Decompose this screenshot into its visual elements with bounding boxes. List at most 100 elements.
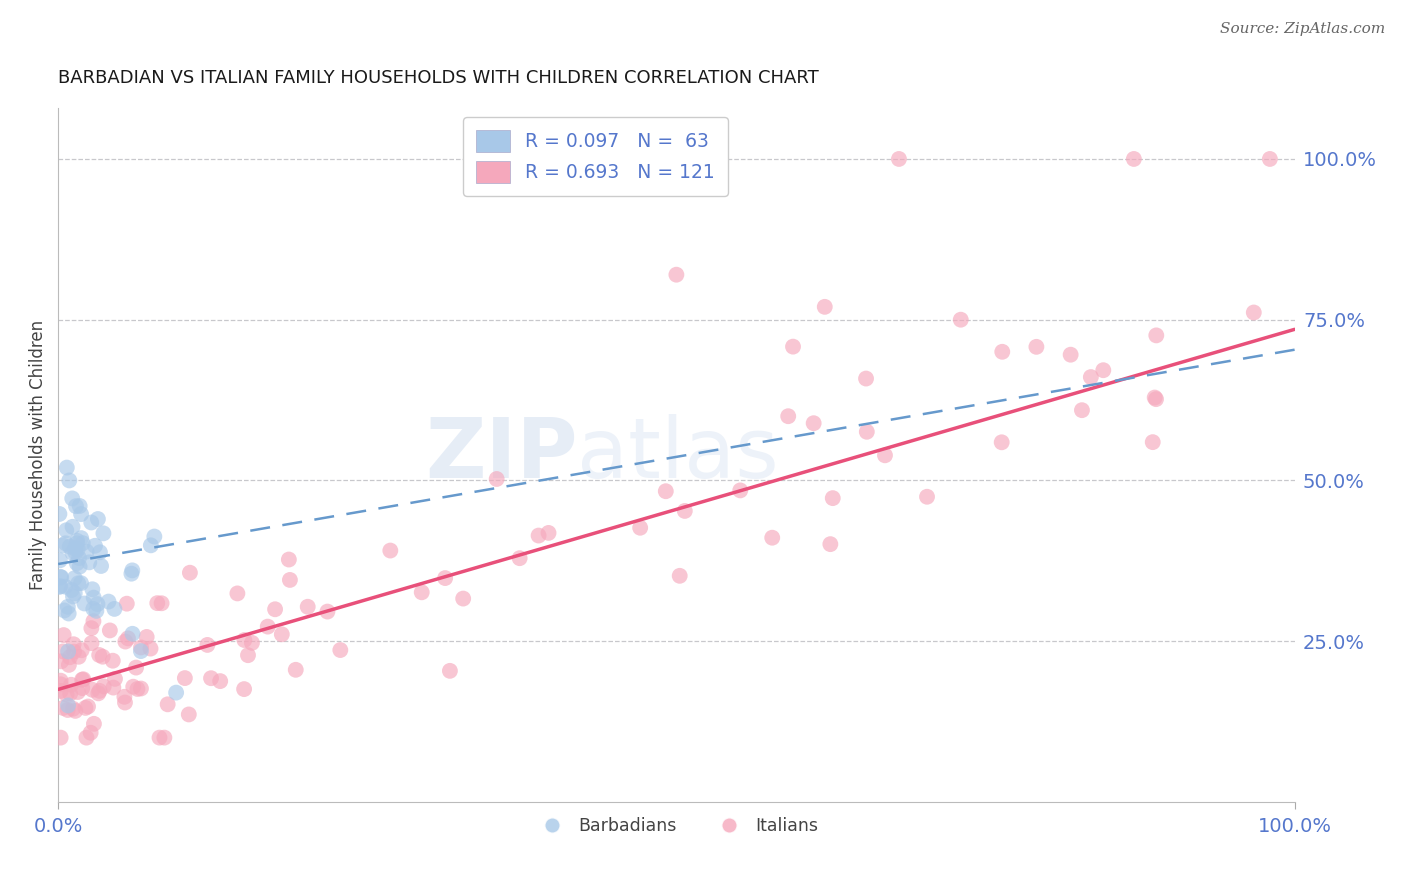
Point — [59, 650, 82, 665]
Point — [86, 604, 108, 618]
Point — [240, 636, 263, 650]
Point — [1243, 305, 1265, 319]
Point — [66, 685, 89, 699]
Point — [115, 597, 138, 611]
Point — [56, 703, 79, 717]
Point — [887, 152, 910, 166]
Point — [70, 576, 93, 591]
Point — [1092, 363, 1115, 377]
Point — [60, 582, 83, 597]
Point — [66, 536, 89, 550]
Point — [146, 596, 169, 610]
Point — [97, 594, 120, 608]
Text: ZIP: ZIP — [425, 414, 578, 495]
Point — [668, 569, 690, 583]
Point — [76, 544, 98, 558]
Point — [121, 627, 143, 641]
Text: Source: ZipAtlas.com: Source: ZipAtlas.com — [1219, 22, 1385, 37]
Point — [411, 585, 433, 599]
Point — [66, 542, 89, 557]
Point — [148, 731, 170, 745]
Point — [62, 546, 84, 560]
Point — [820, 537, 842, 551]
Point — [65, 499, 87, 513]
Point — [628, 521, 651, 535]
Point — [69, 499, 91, 513]
Point — [117, 632, 139, 646]
Point — [256, 619, 278, 633]
Point — [297, 599, 319, 614]
Point — [93, 526, 115, 541]
Point — [103, 681, 125, 695]
Point — [77, 699, 100, 714]
Point — [87, 512, 110, 526]
Point — [80, 516, 103, 530]
Point — [233, 682, 256, 697]
Point — [761, 531, 783, 545]
Point — [49, 553, 72, 567]
Point — [89, 684, 111, 698]
Text: BARBADIAN VS ITALIAN FAMILY HOUSEHOLDS WITH CHILDREN CORRELATION CHART: BARBADIAN VS ITALIAN FAMILY HOUSEHOLDS W… — [58, 69, 818, 87]
Point — [75, 701, 97, 715]
Point — [233, 633, 256, 648]
Point — [73, 597, 96, 611]
Point — [62, 590, 84, 604]
Point — [65, 704, 87, 718]
Point — [915, 490, 938, 504]
Point — [209, 674, 232, 689]
Point — [197, 638, 219, 652]
Point — [63, 571, 86, 585]
Point — [82, 582, 104, 597]
Point — [803, 416, 825, 430]
Point — [114, 696, 136, 710]
Point — [83, 591, 105, 605]
Point — [70, 531, 93, 545]
Point — [156, 698, 179, 712]
Point — [83, 716, 105, 731]
Point — [72, 536, 94, 550]
Point — [380, 543, 402, 558]
Point — [329, 643, 352, 657]
Point — [79, 725, 101, 739]
Point — [87, 686, 110, 700]
Point — [114, 634, 136, 648]
Point — [86, 597, 108, 611]
Point — [56, 644, 79, 658]
Point — [62, 520, 84, 534]
Point — [72, 673, 94, 687]
Point — [101, 654, 124, 668]
Point — [949, 312, 972, 326]
Point — [103, 602, 125, 616]
Point — [665, 268, 688, 282]
Point — [655, 484, 678, 499]
Text: atlas: atlas — [578, 414, 779, 495]
Point — [59, 540, 82, 554]
Point — [77, 555, 100, 569]
Point — [70, 643, 93, 657]
Point — [855, 371, 877, 385]
Point — [53, 580, 76, 594]
Point — [153, 731, 176, 745]
Point — [58, 607, 80, 621]
Point — [90, 559, 112, 574]
Point — [673, 504, 696, 518]
Point — [56, 698, 79, 713]
Point — [51, 654, 73, 668]
Point — [89, 648, 111, 662]
Point — [98, 624, 121, 638]
Point — [51, 570, 73, 584]
Point — [120, 566, 142, 581]
Point — [121, 563, 143, 577]
Point — [264, 602, 287, 616]
Point — [59, 687, 82, 701]
Point — [93, 679, 115, 693]
Point — [52, 701, 75, 715]
Point — [165, 685, 187, 699]
Point — [62, 637, 84, 651]
Point — [1143, 391, 1166, 405]
Point — [277, 552, 299, 566]
Point — [509, 551, 531, 566]
Point — [778, 409, 800, 424]
Y-axis label: Family Households with Children: Family Households with Children — [30, 319, 46, 590]
Point — [55, 523, 77, 537]
